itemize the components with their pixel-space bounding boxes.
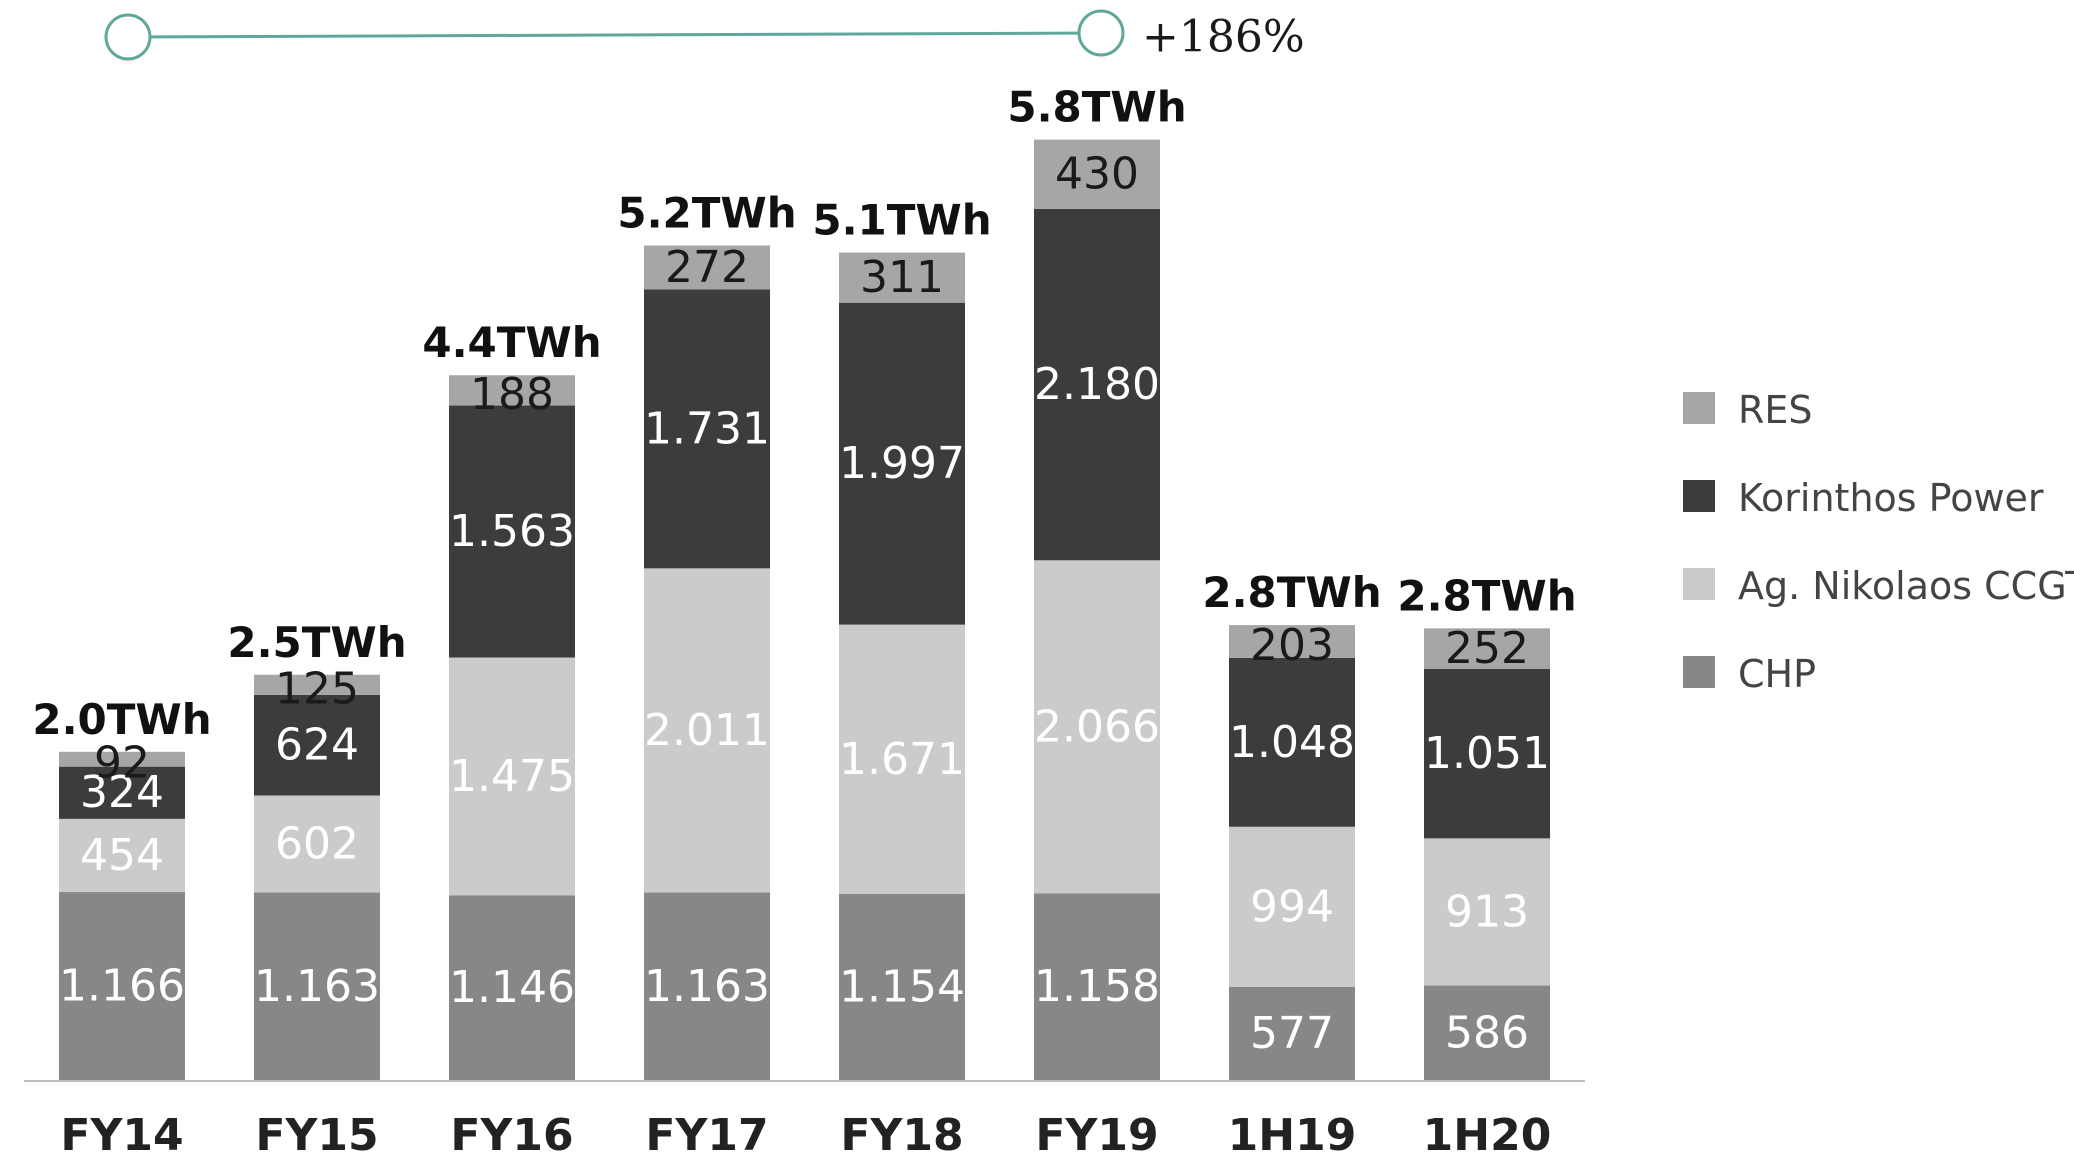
bar-segment-chp-1h19: [1229, 986, 1355, 1080]
growth-annotation: +186%: [104, 9, 1305, 63]
bar-segment-korinthos-power-1h19: [1229, 657, 1355, 827]
total-label-fy15: 2.5TWh: [227, 618, 406, 667]
bar-segment-ag-nikolaos-ccgt-1h19: [1229, 826, 1355, 987]
value-label-res-1h19: 203: [1250, 620, 1334, 671]
category-label-1h20: 1H20: [1423, 1110, 1552, 1161]
bar-segment-chp-fy17: [644, 892, 770, 1080]
legend-swatch-ag-nikolaos-ccgt: [1683, 568, 1715, 600]
bar-segment-korinthos-power-fy16: [449, 405, 575, 658]
value-label-chp-fy14: 1.166: [59, 961, 185, 1012]
bar-segment-chp-1h20: [1424, 985, 1550, 1080]
category-label-fy15: FY15: [255, 1110, 378, 1161]
bar-segment-res-1h20: [1424, 628, 1550, 669]
legend-swatch-res: [1683, 392, 1715, 424]
value-label-res-1h20: 252: [1445, 623, 1529, 674]
value-label-korinthos-power-fy16: 1.563: [449, 506, 575, 557]
category-label-fy17: FY17: [645, 1110, 768, 1161]
bar-segment-korinthos-power-fy17: [644, 289, 770, 569]
value-label-ag-nikolaos-ccgt-fy15: 602: [275, 819, 359, 870]
legend: RES Korinthos Power Ag. Nikolaos CCGT CHP: [1683, 388, 2074, 696]
value-label-korinthos-power-1h20: 1.051: [1424, 728, 1550, 779]
value-label-korinthos-power-1h19: 1.048: [1229, 717, 1355, 768]
legend-label-korinthos-power: Korinthos Power: [1738, 476, 2044, 520]
category-label-fy18: FY18: [840, 1110, 963, 1161]
totals-layer: 2.0TWh 2.5TWh 4.4TWh 5.2TWh 5.1TWh 5.8TWh 2.8T…: [32, 83, 1576, 744]
growth-line: [127, 31, 1102, 39]
value-label-ag-nikolaos-ccgt-fy16: 1.475: [449, 751, 575, 802]
bar-segment-chp-fy15: [254, 892, 380, 1080]
bar-segment-chp-fy19: [1034, 893, 1160, 1080]
value-label-korinthos-power-fy19: 2.180: [1034, 359, 1160, 410]
value-label-korinthos-power-fy17: 1.731: [644, 403, 770, 454]
bar-segment-chp-fy16: [449, 895, 575, 1080]
bar-segment-ag-nikolaos-ccgt-fy17: [644, 568, 770, 893]
bar-segment-res-1h19: [1229, 625, 1355, 658]
total-label-fy18: 5.1TWh: [812, 196, 991, 245]
bar-segment-res-fy18: [839, 252, 965, 303]
growth-start-marker: [104, 13, 152, 61]
bar-segment-ag-nikolaos-ccgt-fy15: [254, 795, 380, 893]
bar-segment-ag-nikolaos-ccgt-fy18: [839, 624, 965, 894]
value-label-res-fy19: 430: [1055, 149, 1139, 200]
total-label-1h20: 2.8TWh: [1397, 571, 1576, 620]
bar-segment-res-fy19: [1034, 139, 1160, 209]
value-label-ag-nikolaos-ccgt-fy17: 2.011: [644, 705, 770, 756]
legend-label-ag-nikolaos-ccgt: Ag. Nikolaos CCGT: [1738, 564, 2074, 608]
value-label-ag-nikolaos-ccgt-fy18: 1.671: [839, 734, 965, 785]
value-label-chp-1h19: 577: [1250, 1008, 1334, 1059]
bar-segment-ag-nikolaos-ccgt-fy14: [59, 818, 185, 893]
value-label-chp-1h20: 586: [1445, 1007, 1529, 1058]
bar-segment-chp-fy18: [839, 893, 965, 1080]
value-label-res-fy16: 188: [470, 369, 554, 420]
value-label-korinthos-power-fy18: 1.997: [839, 438, 965, 489]
legend-label-res: RES: [1738, 388, 1813, 432]
bar-segment-ag-nikolaos-ccgt-1h20: [1424, 838, 1550, 986]
value-label-chp-fy18: 1.154: [839, 961, 965, 1012]
category-label-fy16: FY16: [450, 1110, 573, 1161]
legend-swatch-chp: [1683, 656, 1715, 688]
value-label-chp-fy16: 1.146: [449, 962, 575, 1013]
bar-segment-korinthos-power-fy14: [59, 766, 185, 819]
bar-segment-res-fy17: [644, 245, 770, 290]
growth-end-marker: [1077, 9, 1125, 57]
value-label-ag-nikolaos-ccgt-fy14: 454: [80, 830, 164, 881]
value-label-ag-nikolaos-ccgt-1h19: 994: [1250, 881, 1334, 932]
legend-label-chp: CHP: [1738, 652, 1816, 696]
value-label-res-fy15: 125: [275, 663, 359, 714]
value-label-ag-nikolaos-ccgt-fy19: 2.066: [1034, 701, 1160, 752]
total-label-fy14: 2.0TWh: [32, 695, 211, 744]
bar-segment-res-fy16: [449, 375, 575, 406]
value-label-chp-fy17: 1.163: [644, 961, 770, 1012]
bar-segment-res-fy14: [59, 751, 185, 767]
value-label-chp-fy15: 1.163: [254, 961, 380, 1012]
value-label-res-fy18: 311: [860, 252, 944, 303]
bar-segment-ag-nikolaos-ccgt-fy16: [449, 657, 575, 896]
value-label-ag-nikolaos-ccgt-1h20: 913: [1445, 886, 1529, 937]
value-label-res-fy17: 272: [665, 242, 749, 293]
growth-label: +186%: [1142, 12, 1305, 63]
value-label-korinthos-power-fy14: 324: [80, 767, 164, 818]
bar-segment-res-fy15: [254, 674, 380, 695]
legend-swatch-korinthos-power: [1683, 480, 1715, 512]
bar-segment-chp-fy14: [59, 892, 185, 1080]
value-label-korinthos-power-fy15: 624: [275, 720, 359, 771]
bar-segment-korinthos-power-fy15: [254, 694, 380, 796]
category-label-fy14: FY14: [60, 1110, 183, 1161]
category-label-1h19: 1H19: [1228, 1110, 1357, 1161]
bar-segment-ag-nikolaos-ccgt-fy19: [1034, 560, 1160, 894]
total-label-fy16: 4.4TWh: [422, 318, 601, 367]
value-label-res-fy14: 92: [94, 738, 150, 789]
bar-segment-korinthos-power-1h20: [1424, 668, 1550, 839]
category-label-fy19: FY19: [1035, 1110, 1158, 1161]
bar-segment-korinthos-power-fy18: [839, 302, 965, 625]
total-label-fy17: 5.2TWh: [617, 188, 796, 237]
bar-segment-korinthos-power-fy19: [1034, 208, 1160, 561]
category-labels: FY14 FY15 FY16 FY17 FY18 FY19 1H19 1H20: [60, 1110, 1551, 1161]
value-label-chp-fy19: 1.158: [1034, 961, 1160, 1012]
total-label-1h19: 2.8TWh: [1202, 568, 1381, 617]
total-label-fy19: 5.8TWh: [1007, 83, 1186, 132]
